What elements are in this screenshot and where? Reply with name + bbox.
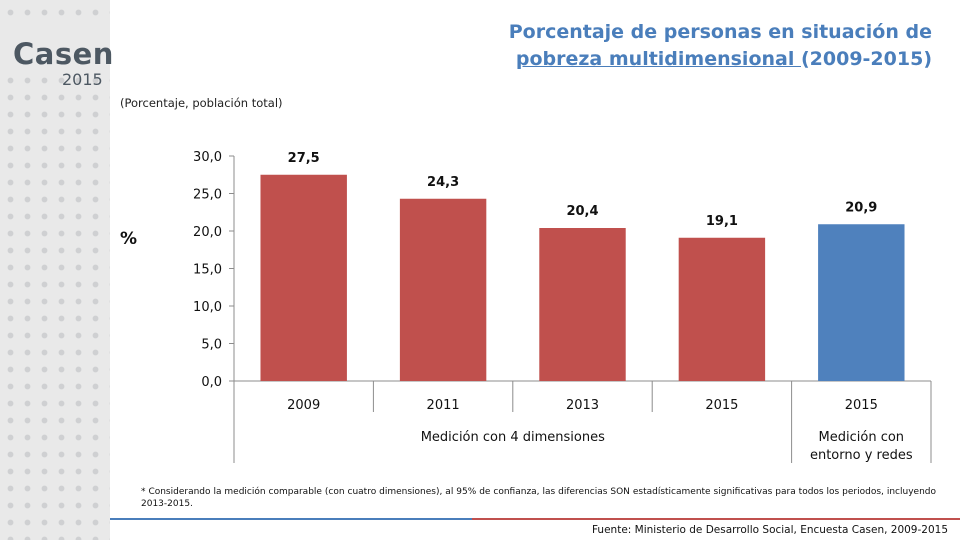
x-tick-label: 2015 [705, 398, 738, 413]
bar-value-label: 20,4 [566, 204, 598, 219]
bar-value-label: 19,1 [706, 214, 738, 229]
logo-year: 2015 [62, 70, 103, 89]
footnote: * Considerando la medición comparable (c… [141, 487, 936, 509]
y-ticks: 0,0 5,0 10,0 15,0 20,0 25,0 30,0 [193, 150, 234, 390]
chart-subtitle: (Porcentaje, población total) [120, 96, 283, 110]
bar [399, 198, 487, 381]
bar [539, 228, 626, 381]
group-label: Medición con [819, 430, 905, 445]
group-label: Medición con 4 dimensiones [421, 430, 605, 445]
y-axis-label: % [120, 229, 138, 249]
bar-value-labels: 27,5 24,3 20,4 19,1 20,9 [288, 151, 878, 229]
bar [678, 237, 766, 381]
logo-word: Casen [13, 37, 114, 71]
bar [818, 224, 905, 381]
x-tick-label: 2011 [427, 398, 460, 413]
y-tick-label: 0,0 [201, 375, 222, 390]
title-years: (2009-2015) [800, 48, 932, 70]
bar [260, 174, 347, 381]
x-tick-label: 2013 [566, 398, 599, 413]
title-line-1: Porcentaje de personas en situación de [508, 21, 932, 43]
category-axis: 2009 2011 2013 2015 2015 Medición con 4 dimen… [233, 381, 932, 463]
bar-value-label: 27,5 [288, 151, 320, 166]
y-tick-label: 5,0 [201, 338, 222, 353]
bars [260, 174, 905, 381]
page-title: Porcentaje de personas en situación de p… [412, 19, 932, 73]
x-tick-label: 2015 [845, 398, 878, 413]
y-tick-label: 30,0 [193, 150, 222, 165]
y-tick-label: 15,0 [193, 263, 222, 278]
logo: Casen 2015 [0, 18, 113, 89]
title-underlined-part: pobreza multidimensional [515, 48, 801, 70]
source-note: Fuente: Ministerio de Desarrollo Social,… [591, 524, 948, 536]
bar-value-label: 24,3 [427, 175, 459, 190]
footer-rule-red [472, 518, 960, 520]
decorative-sidebar [0, 0, 110, 540]
group-label: entorno y redes [810, 448, 913, 463]
footer-rule-blue [110, 518, 472, 520]
y-tick-label: 20,0 [193, 225, 222, 240]
bar-value-label: 20,9 [845, 200, 877, 215]
x-tick-label: 2009 [287, 398, 320, 413]
y-tick-label: 25,0 [193, 188, 222, 203]
y-tick-label: 10,0 [193, 300, 222, 315]
